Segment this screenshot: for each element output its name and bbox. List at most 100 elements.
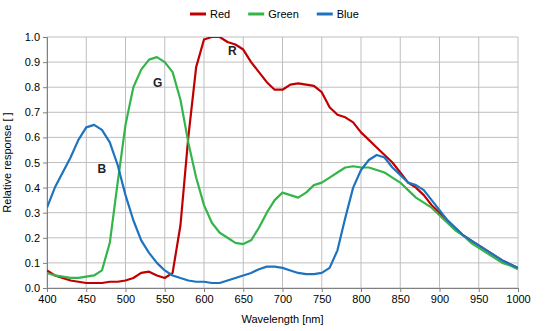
x-tick: 800	[352, 288, 370, 305]
legend-label: Blue	[337, 8, 359, 20]
y-tick-label: 0.9	[25, 56, 40, 68]
x-tick-label: 900	[431, 293, 449, 305]
y-tick: 0.0	[25, 282, 47, 294]
x-tick-label: 700	[274, 293, 292, 305]
y-tick: 0.9	[25, 56, 47, 68]
y-axis: 0.0 0.1 0.2 0.3 0.4 0.5 0.6 0.7 0.8 0.9 1.0	[25, 31, 48, 294]
y-tick-mark	[43, 163, 47, 164]
x-tick-mark	[126, 288, 127, 292]
y-tick-mark	[43, 62, 47, 63]
x-axis-line	[48, 289, 519, 293]
x-tick-label: 550	[156, 293, 174, 305]
x-tick-label: 400	[38, 293, 56, 305]
x-tick-label: 600	[195, 293, 213, 305]
x-tick: 550	[156, 288, 174, 305]
x-tick: 650	[235, 288, 253, 305]
y-tick-label: 0.7	[25, 106, 40, 118]
x-tick-mark	[204, 288, 205, 292]
x-tick-label: 800	[352, 293, 370, 305]
x-tick-label: 750	[313, 293, 331, 305]
x-tick-mark	[479, 288, 480, 292]
x-tick-mark	[165, 288, 166, 292]
x-tick-mark	[322, 288, 323, 292]
x-tick-label: 1000	[506, 293, 530, 305]
legend-swatch	[317, 13, 333, 16]
x-tick-mark	[400, 288, 401, 292]
x-tick-label: 450	[78, 293, 96, 305]
y-tick-label: 1.0	[25, 31, 40, 43]
x-tick-mark	[86, 288, 87, 292]
y-tick-label: 0.5	[25, 157, 40, 169]
y-tick: 0.4	[25, 182, 47, 194]
x-axis: 400 450 500 550 600 650 700 750 800 850 900 950 1000	[38, 288, 530, 305]
grid-line-y	[47, 262, 518, 263]
x-tick: 400	[38, 288, 56, 305]
x-tick-mark	[518, 288, 519, 292]
x-tick: 900	[431, 288, 449, 305]
legend-item: Red	[190, 8, 230, 20]
grid-line-y	[47, 37, 518, 38]
legend-item: Blue	[317, 8, 359, 20]
x-tick: 450	[78, 288, 96, 305]
grid-line-y	[47, 87, 518, 88]
y-tick-mark	[43, 112, 47, 113]
grid-line-y	[47, 212, 518, 213]
y-tick-mark	[43, 87, 47, 88]
y-tick-mark	[43, 37, 47, 38]
x-tick: 750	[313, 288, 331, 305]
y-tick-label: 0.3	[25, 207, 40, 219]
grid-line-y	[47, 62, 518, 63]
series-line	[47, 37, 518, 283]
x-tick-label: 500	[117, 293, 135, 305]
x-tick: 500	[117, 288, 135, 305]
grid-line-y	[47, 137, 518, 138]
x-tick: 950	[470, 288, 488, 305]
y-tick-mark	[43, 213, 47, 214]
y-tick: 0.1	[25, 257, 47, 269]
legend: Red Green Blue	[190, 8, 359, 20]
y-tick-mark	[43, 137, 47, 138]
annotation: R	[228, 44, 237, 58]
x-tick-label: 650	[235, 293, 253, 305]
y-tick: 0.2	[25, 232, 47, 244]
grid-line-y	[47, 237, 518, 238]
y-tick: 1.0	[25, 31, 47, 43]
y-tick-mark	[43, 288, 47, 289]
x-tick-mark	[361, 288, 362, 292]
y-tick-label: 0.8	[25, 81, 40, 93]
y-tick: 0.5	[25, 157, 47, 169]
legend-label: Green	[268, 8, 299, 20]
legend-label: Red	[210, 8, 230, 20]
x-tick-label: 850	[392, 293, 410, 305]
grid-line-y	[47, 112, 518, 113]
y-tick-mark	[43, 238, 47, 239]
x-tick-mark	[283, 288, 284, 292]
chart: 400 450 500 550 600 650 700 750 800 850 900 950 1000…	[0, 0, 554, 331]
legend-item: Green	[248, 8, 299, 20]
y-axis-title: Relative response [ ]	[1, 112, 13, 212]
legend-swatch	[248, 13, 264, 16]
x-tick-label: 950	[470, 293, 488, 305]
y-tick-mark	[43, 188, 47, 189]
y-tick-label: 0.1	[25, 257, 40, 269]
x-tick: 700	[274, 288, 292, 305]
annotation: G	[153, 76, 162, 90]
x-tick: 850	[392, 288, 410, 305]
y-tick: 0.3	[25, 207, 47, 219]
x-tick: 1000	[506, 288, 530, 305]
y-axis-line	[43, 38, 48, 289]
y-tick: 0.6	[25, 131, 47, 143]
y-tick-label: 0.2	[25, 232, 40, 244]
plot: 400 450 500 550 600 650 700 750 800 850 900 950 1000…	[25, 31, 531, 305]
series-line	[47, 125, 518, 283]
x-axis-title: Wavelength [nm]	[241, 313, 323, 325]
y-tick-label: 0.6	[25, 131, 40, 143]
annotation: B	[98, 162, 107, 176]
x-tick: 600	[195, 288, 213, 305]
y-tick: 0.8	[25, 81, 47, 93]
lines	[47, 37, 518, 283]
legend-swatch	[190, 13, 206, 16]
y-tick-mark	[43, 263, 47, 264]
y-tick-label: 0.4	[25, 182, 40, 194]
x-tick-mark	[440, 288, 441, 292]
